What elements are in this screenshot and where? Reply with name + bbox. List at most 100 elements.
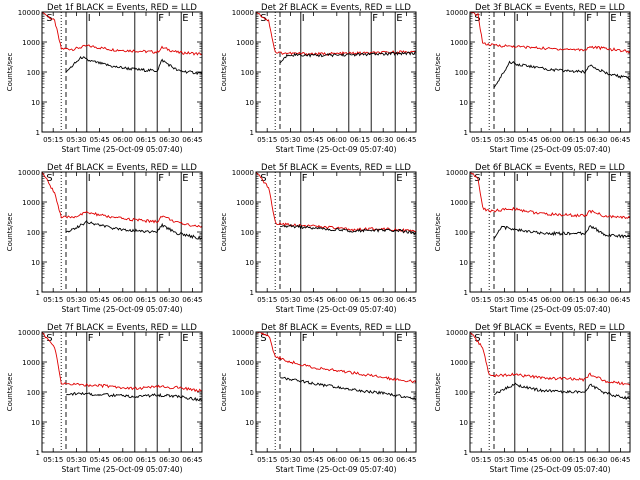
panel-title: Det 6f BLACK = Events, RED = LLD	[475, 163, 625, 173]
y-axis-label: Counts/sec	[220, 213, 228, 252]
panel-title: Det 9f BLACK = Events, RED = LLD	[475, 323, 625, 333]
x-tick-label: 06:15	[136, 296, 156, 304]
marker-label: S	[46, 13, 52, 24]
panel-title: Det 3f BLACK = Events, RED = LLD	[475, 3, 625, 13]
y-axis-label: Counts/sec	[220, 53, 228, 92]
x-tick-label: 06:00	[541, 296, 561, 304]
panel-5: Det 5f BLACK = Events, RED = LLD Counts/s…	[220, 163, 417, 314]
series-lld	[42, 332, 202, 393]
series-lld	[470, 12, 630, 54]
marker-label: E	[610, 173, 616, 184]
y-tick-label: 10	[459, 99, 468, 107]
series-events	[279, 51, 416, 64]
x-tick-label: 05:30	[494, 136, 514, 144]
y-tick-label: 1000	[236, 39, 254, 47]
y-tick-label: 10000	[446, 169, 468, 177]
x-tick-label: 05:30	[494, 456, 514, 464]
y-tick-label: 1000	[236, 199, 254, 207]
series-events	[65, 220, 202, 241]
x-tick-label: 05:30	[280, 296, 300, 304]
marker-label: E	[396, 173, 402, 184]
marker-label: F	[586, 173, 592, 184]
marker-label: F	[586, 333, 592, 344]
x-tick-label: 05:30	[66, 296, 86, 304]
x-tick-label: 06:15	[564, 456, 584, 464]
x-axis-label: Start Time (25-Oct-09 05:07:40)	[61, 145, 182, 154]
marker-label: S	[260, 173, 266, 184]
y-tick-label: 10000	[232, 329, 254, 337]
plot-frame	[469, 331, 631, 453]
y-tick-label: 10	[459, 259, 468, 267]
series-lld	[256, 172, 416, 233]
plot-frame	[255, 331, 417, 453]
y-axis-label: Counts/sec	[434, 213, 442, 252]
series-events	[493, 60, 630, 88]
y-tick-label: 100	[27, 69, 40, 77]
y-tick-label: 10000	[18, 9, 40, 17]
marker-label: S	[260, 13, 266, 24]
x-tick-label: 05:45	[90, 136, 110, 144]
series-lld	[42, 172, 202, 228]
x-tick-label: 06:45	[610, 136, 630, 144]
x-tick-label: 05:15	[471, 136, 491, 144]
y-tick-label: 1	[464, 129, 468, 137]
plot-frame	[469, 171, 631, 293]
y-tick-label: 1	[250, 449, 254, 457]
y-tick-label: 1	[250, 129, 254, 137]
marker-label: S	[46, 173, 52, 184]
x-tick-label: 05:45	[518, 456, 538, 464]
y-tick-label: 10	[245, 99, 254, 107]
y-tick-label: 10000	[18, 329, 40, 337]
marker-label: I	[516, 333, 519, 344]
x-tick-label: 06:15	[350, 136, 370, 144]
x-tick-label: 05:45	[304, 456, 324, 464]
marker-label: I	[302, 13, 305, 24]
y-tick-label: 1	[464, 449, 468, 457]
x-tick-label: 05:30	[280, 456, 300, 464]
marker-label: S	[474, 333, 480, 344]
y-axis-label: Counts/sec	[6, 53, 14, 92]
panel-title: Det 7f BLACK = Events, RED = LLD	[47, 323, 197, 333]
y-tick-label: 1000	[450, 359, 468, 367]
marker-label: F	[586, 13, 592, 24]
y-tick-label: 100	[241, 389, 254, 397]
x-tick-label: 06:45	[610, 296, 630, 304]
x-tick-label: 06:45	[396, 456, 416, 464]
x-tick-label: 05:45	[518, 136, 538, 144]
y-tick-label: 1000	[22, 39, 40, 47]
marker-label: F	[372, 13, 378, 24]
y-tick-label: 10000	[232, 169, 254, 177]
x-tick-label: 06:15	[350, 296, 370, 304]
x-tick-label: 05:45	[90, 296, 110, 304]
x-tick-label: 06:00	[327, 296, 347, 304]
y-axis-label: Counts/sec	[220, 373, 228, 412]
y-tick-label: 1000	[22, 359, 40, 367]
x-tick-label: 06:30	[373, 456, 393, 464]
x-axis-label: Start Time (25-Oct-09 05:07:40)	[275, 305, 396, 314]
y-tick-label: 1	[250, 289, 254, 297]
panel-title: Det 2f BLACK = Events, RED = LLD	[261, 3, 411, 13]
marker-label: E	[396, 333, 402, 344]
marker-label: I	[516, 173, 519, 184]
y-tick-label: 1	[464, 289, 468, 297]
x-tick-label: 06:45	[182, 136, 202, 144]
x-axis-label: Start Time (25-Oct-09 05:07:40)	[275, 145, 396, 154]
marker-label: I	[516, 13, 519, 24]
series-lld	[470, 172, 630, 220]
x-tick-label: 06:00	[113, 136, 133, 144]
y-tick-label: 1000	[236, 359, 254, 367]
x-tick-label: 05:45	[518, 296, 538, 304]
y-axis-label: Counts/sec	[434, 373, 442, 412]
y-tick-label: 10	[31, 419, 40, 427]
x-tick-label: 06:30	[373, 136, 393, 144]
panel-7: Det 7f BLACK = Events, RED = LLD Counts/s…	[6, 323, 203, 474]
x-tick-label: 05:45	[90, 456, 110, 464]
x-tick-label: 06:30	[587, 296, 607, 304]
y-tick-label: 100	[455, 229, 468, 237]
x-tick-label: 06:15	[564, 296, 584, 304]
x-tick-label: 05:45	[304, 136, 324, 144]
x-tick-label: 06:15	[136, 136, 156, 144]
x-axis-label: Start Time (25-Oct-09 05:07:40)	[489, 465, 610, 474]
marker-label: F	[302, 333, 308, 344]
x-tick-label: 06:45	[182, 456, 202, 464]
